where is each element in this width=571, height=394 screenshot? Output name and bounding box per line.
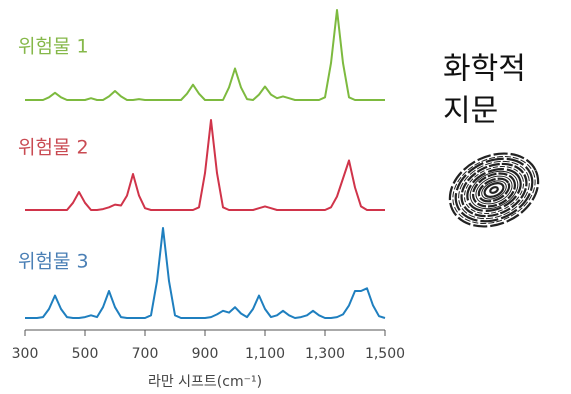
x-tick-label: 500 bbox=[72, 346, 99, 362]
fingerprint-icon bbox=[438, 140, 550, 241]
annotation: 화학적 bbox=[443, 52, 526, 87]
legend-label: 위험물 1 bbox=[18, 36, 89, 58]
chart: 화학적 지문 라만 시프트(cm⁻¹) 300 500 700 900 1,100 1,3… bbox=[0, 0, 571, 394]
legend-label: 위험물 2 bbox=[18, 137, 89, 159]
spectrum-line bbox=[25, 120, 385, 210]
x-axis-label: 라만 시프트(cm⁻¹) bbox=[148, 374, 262, 390]
legend-label: 위험물 3 bbox=[18, 251, 89, 273]
x-tick-label: 700 bbox=[132, 346, 159, 362]
annotation: 지문 bbox=[443, 94, 498, 129]
x-tick-label: 1,300 bbox=[305, 346, 345, 362]
x-tick-label: 300 bbox=[12, 346, 39, 362]
x-tick-label: 1,500 bbox=[365, 346, 405, 362]
x-tick-label: 1,100 bbox=[245, 346, 285, 362]
x-tick-label: 900 bbox=[192, 346, 219, 362]
spectrum-line bbox=[25, 228, 385, 318]
